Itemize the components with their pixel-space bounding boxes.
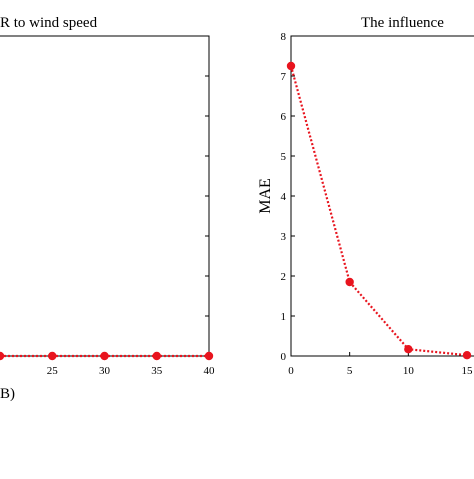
right-plot-frame (290, 35, 474, 357)
left-x-tick-label: 30 (99, 365, 111, 377)
right-y-tick-label: 1 (281, 311, 287, 323)
left-ticks: 25 30 35 40 (47, 35, 216, 377)
left-plot-frame (0, 35, 210, 357)
right-ticks: 0 1 2 3 4 5 6 7 8 0 5 10 15 (281, 31, 474, 377)
left-panel-label: B) (0, 386, 15, 402)
right-panel: The influence MAE 0 1 2 3 4 5 6 7 8 0 5 10 15 (257, 15, 474, 377)
right-y-tick-label: 8 (281, 31, 287, 43)
right-y-axis-label: MAE (257, 178, 274, 214)
right-x-tick-label: 15 (462, 365, 474, 377)
right-chart-title: The influence (361, 15, 444, 31)
right-x-tick-label: 5 (347, 365, 353, 377)
right-x-tick-label: 10 (403, 365, 415, 377)
left-panel: R to wind speed B) 25 30 35 40 (0, 15, 215, 402)
left-data-point (100, 351, 109, 361)
right-series (286, 61, 472, 360)
right-data-point (462, 351, 472, 360)
left-series (0, 351, 214, 361)
right-data-point (286, 61, 296, 71)
right-x-tick-label: 0 (288, 365, 294, 377)
right-y-tick-label: 6 (281, 111, 287, 123)
left-chart-title: R to wind speed (0, 15, 98, 31)
right-y-tick-label: 7 (281, 71, 287, 83)
left-data-point (152, 351, 161, 361)
left-x-tick-label: 25 (47, 365, 59, 377)
left-data-point (48, 351, 57, 361)
right-y-tick-label: 2 (281, 271, 287, 283)
left-data-point (0, 351, 5, 361)
left-data-point (204, 351, 214, 361)
right-series-line (289, 65, 468, 357)
right-y-tick-label: 4 (281, 191, 287, 203)
left-x-tick-label: 35 (151, 365, 163, 377)
right-data-point (404, 345, 413, 354)
right-y-tick-label: 5 (281, 151, 287, 163)
right-data-point (345, 277, 354, 287)
left-x-tick-label: 40 (204, 365, 216, 377)
right-y-tick-label: 3 (281, 231, 287, 243)
right-y-tick-label: 0 (281, 351, 287, 363)
